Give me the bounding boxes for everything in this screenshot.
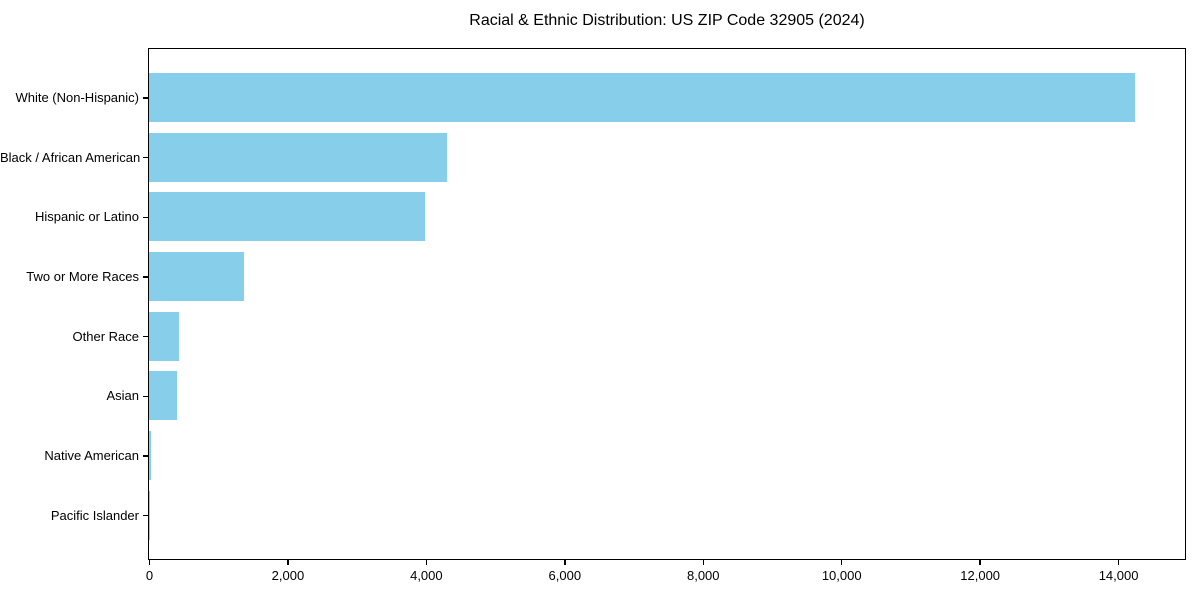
y-tick-label-black-african-american: Black / African American [0, 149, 141, 165]
bar-two-or-more-races [149, 251, 244, 301]
x-tick-label-8-000: 8,000 [686, 568, 720, 583]
x-tick-label-12-000: 12,000 [960, 568, 1001, 583]
bar-white-non-hispanic [149, 73, 1135, 122]
x-tick-label-4-000: 4,000 [410, 568, 443, 583]
plot-area [148, 48, 1186, 560]
x-tick-mark [148, 560, 151, 565]
y-tick-label-other-race: Other Race [72, 328, 139, 344]
y-tick-mark [143, 455, 148, 457]
x-tick-label-14-000: 14,000 [1098, 568, 1139, 583]
y-tick-mark [143, 276, 148, 278]
x-tick-mark [1117, 560, 1120, 565]
y-tick-mark [143, 216, 148, 219]
y-tick-mark [143, 156, 148, 159]
x-tick-mark [425, 560, 428, 565]
x-tick-label-6-000: 6,000 [548, 568, 582, 583]
x-tick-label-2-000: 2,000 [271, 568, 305, 583]
y-tick-mark [143, 395, 148, 397]
x-tick-mark [979, 560, 981, 565]
y-tick-label-native-american: Native American [44, 447, 139, 463]
x-tick-mark [287, 560, 289, 565]
x-tick-label-0: 0 [145, 568, 154, 583]
x-tick-label-10-000: 10,000 [821, 568, 862, 583]
bar-native-american [149, 430, 152, 480]
x-tick-mark [702, 560, 705, 565]
bar-hispanic-or-latino [149, 192, 425, 242]
y-tick-mark [143, 514, 148, 517]
bar-other-race [149, 311, 179, 361]
y-tick-label-hispanic-or-latino: Hispanic or Latino [34, 209, 139, 225]
x-tick-mark [840, 560, 843, 565]
bar-asian [149, 371, 178, 421]
y-tick-label-two-or-more-races: Two or More Races [26, 268, 139, 284]
bar-black-african-american [149, 132, 448, 182]
y-tick-label-asian: Asian [106, 388, 139, 404]
y-tick-label-pacific-islander: Pacific Islander [50, 507, 139, 523]
y-tick-mark [143, 97, 148, 99]
y-tick-label-white-non-hispanic: White (Non-Hispanic) [15, 90, 139, 105]
chart-title: Racial & Ethnic Distribution: US ZIP Cod… [469, 12, 865, 29]
y-tick-mark [143, 335, 148, 338]
x-tick-mark [564, 560, 566, 565]
